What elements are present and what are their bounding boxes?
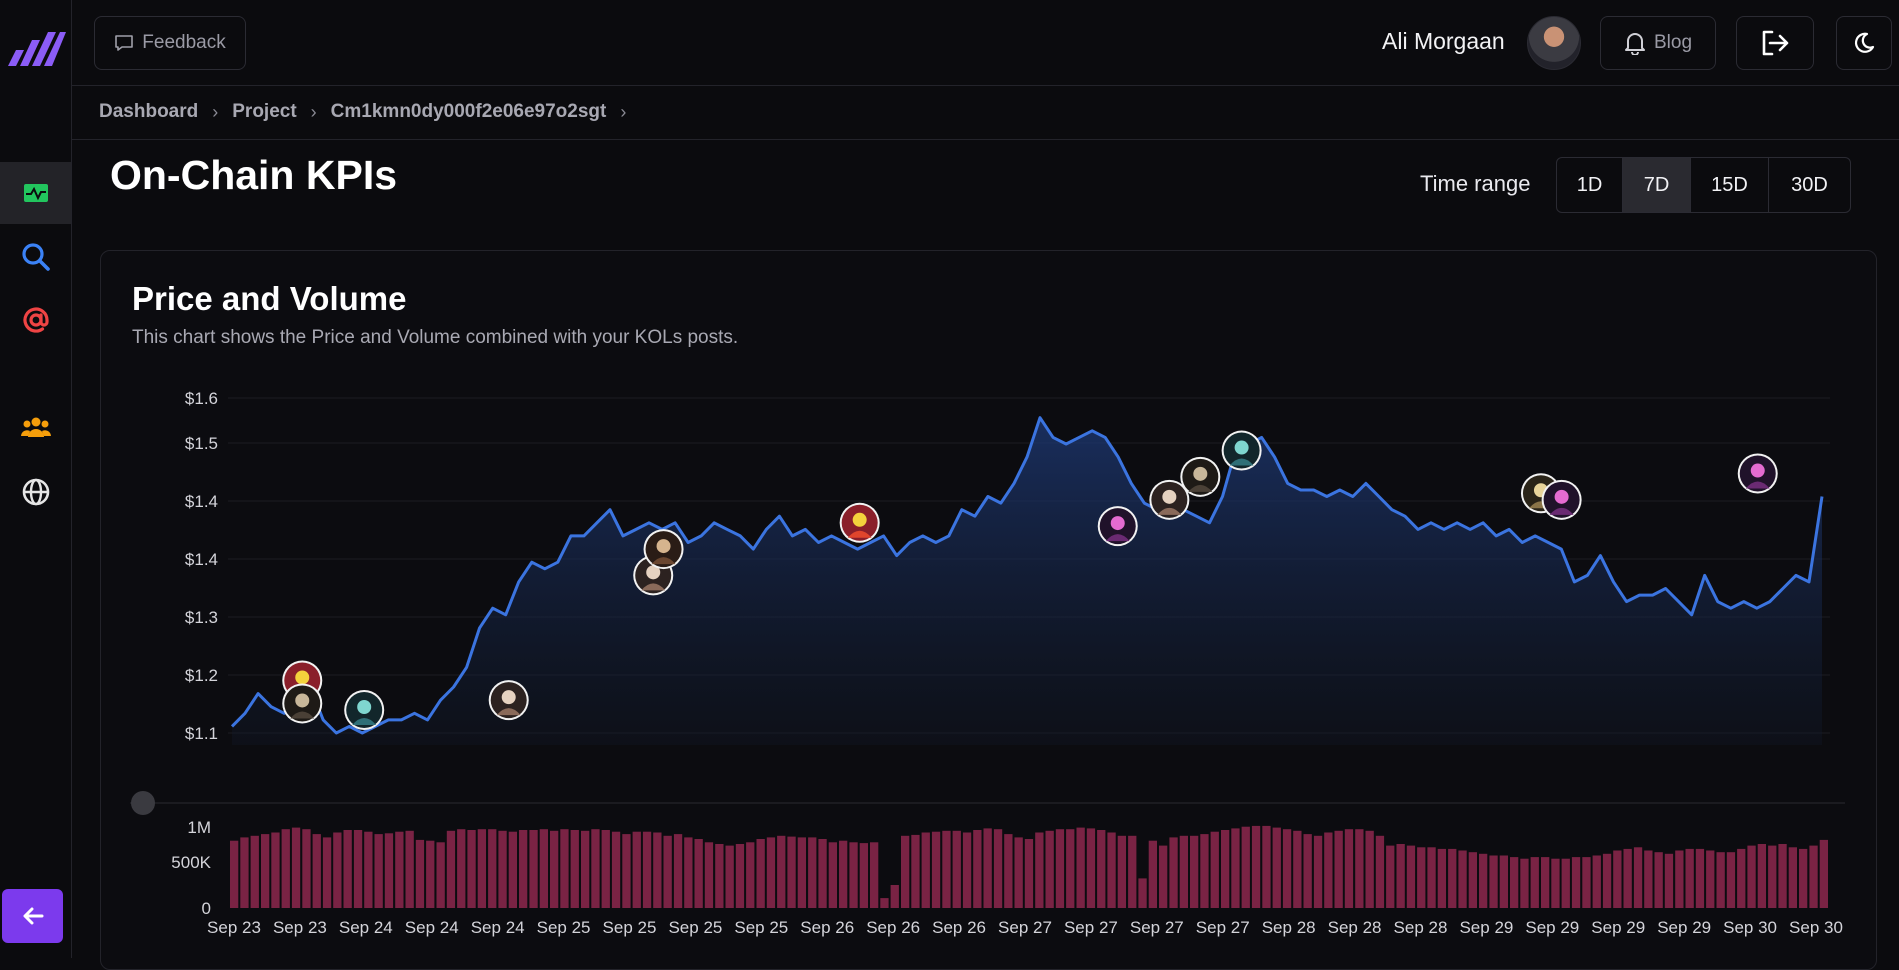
- avatar[interactable]: [1527, 16, 1581, 70]
- breadcrumb-item-dashboard[interactable]: Dashboard: [99, 101, 199, 122]
- range-7d-button[interactable]: 7D: [1623, 158, 1691, 212]
- sidebar-item-search[interactable]: [0, 226, 71, 288]
- blog-label: Blog: [1653, 32, 1693, 53]
- bell-icon: [1624, 33, 1645, 55]
- user-name: Ali Morgaan: [1382, 28, 1505, 54]
- search-icon: [21, 243, 50, 271]
- chevron-right-icon: ›: [310, 101, 317, 122]
- activity-icon: [23, 184, 48, 202]
- chevron-right-icon: ›: [620, 101, 627, 122]
- chevron-right-icon: ›: [212, 101, 219, 122]
- theme-toggle-button[interactable]: [1836, 16, 1892, 70]
- top-header: Feedback Ali Morgaan Blog: [72, 0, 1899, 86]
- price-volume-card: [100, 250, 1877, 970]
- globe-icon: [22, 478, 49, 506]
- logout-button[interactable]: [1736, 16, 1814, 70]
- breadcrumb-item-current[interactable]: Cm1kmn0dy000f2e06e97o2sgt: [330, 101, 607, 122]
- sidebar-item-kols[interactable]: [0, 396, 71, 458]
- arrow-left-icon: [23, 907, 43, 925]
- at-sign-icon: [22, 307, 49, 333]
- message-square-icon: [115, 35, 134, 51]
- page-title: On-Chain KPIs: [110, 152, 398, 198]
- app-logo[interactable]: [8, 28, 66, 66]
- breadcrumb: Dashboard › Project › Cm1kmn0dy000f2e06e…: [99, 101, 626, 123]
- blog-button[interactable]: Blog: [1600, 16, 1716, 70]
- card-title: Price and Volume: [132, 280, 407, 317]
- moon-icon: [1855, 32, 1875, 53]
- range-15d-button[interactable]: 15D: [1691, 158, 1769, 212]
- range-30d-button[interactable]: 30D: [1791, 173, 1828, 196]
- sidebar-item-mentions[interactable]: [0, 289, 71, 351]
- time-range-label: Time range: [1420, 171, 1531, 196]
- sidebar-item-web[interactable]: [0, 461, 71, 523]
- sidebar-item-kpis[interactable]: [0, 162, 71, 224]
- time-range-selector: 1D 7D 15D 30D: [1556, 157, 1851, 213]
- sidebar: [0, 0, 72, 958]
- logout-icon: [1762, 30, 1789, 56]
- breadcrumb-item-project[interactable]: Project: [232, 101, 297, 122]
- collapse-sidebar-button[interactable]: [2, 889, 63, 943]
- feedback-label: Feedback: [142, 32, 226, 53]
- users-icon: [20, 417, 51, 437]
- card-subtitle: This chart shows the Price and Volume co…: [132, 327, 739, 348]
- feedback-button[interactable]: Feedback: [94, 16, 246, 70]
- divider: [72, 139, 1899, 140]
- range-1d-button[interactable]: 1D: [1557, 158, 1623, 212]
